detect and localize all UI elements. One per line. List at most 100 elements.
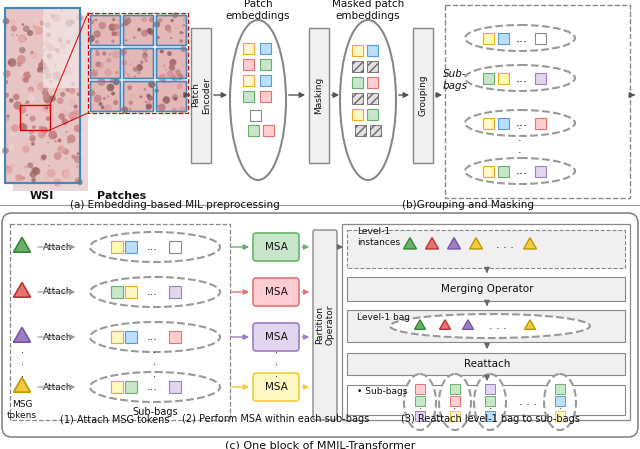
Text: .
.
.: . . .	[518, 121, 522, 154]
Bar	[367, 44, 378, 56]
Text: ...: ...	[147, 382, 157, 392]
Circle shape	[106, 58, 111, 63]
Circle shape	[177, 74, 184, 80]
Circle shape	[38, 22, 43, 27]
Circle shape	[97, 62, 104, 69]
Ellipse shape	[90, 232, 220, 262]
Bar	[485, 411, 495, 421]
Circle shape	[66, 88, 70, 92]
Circle shape	[10, 19, 16, 26]
Circle shape	[44, 133, 45, 135]
Circle shape	[127, 56, 129, 57]
Text: ...: ...	[516, 116, 528, 129]
Bar	[555, 411, 565, 421]
Bar	[156, 15, 186, 45]
Circle shape	[48, 165, 49, 167]
Circle shape	[123, 20, 129, 26]
Circle shape	[28, 86, 34, 92]
Text: . . .: . . .	[489, 321, 507, 331]
Circle shape	[92, 72, 97, 76]
Circle shape	[175, 26, 176, 28]
Polygon shape	[440, 320, 451, 330]
Bar	[534, 32, 545, 44]
Text: . . .: . . .	[519, 397, 537, 407]
Bar	[20, 105, 50, 130]
Circle shape	[66, 158, 67, 159]
Circle shape	[60, 110, 68, 118]
Bar	[123, 48, 153, 78]
Circle shape	[9, 98, 13, 103]
Circle shape	[44, 175, 49, 180]
Circle shape	[74, 156, 81, 163]
Bar	[90, 48, 120, 78]
Circle shape	[149, 17, 154, 22]
Bar	[450, 411, 460, 421]
Circle shape	[111, 40, 115, 43]
Bar	[347, 277, 625, 301]
Text: .
.
.: . . .	[275, 345, 278, 379]
Circle shape	[65, 29, 72, 35]
Circle shape	[24, 166, 28, 168]
Circle shape	[54, 64, 56, 66]
Circle shape	[33, 25, 36, 29]
Circle shape	[148, 29, 154, 35]
Circle shape	[90, 19, 94, 24]
Text: Level-1
instances: Level-1 instances	[357, 227, 400, 247]
Ellipse shape	[465, 25, 575, 51]
Text: MSA: MSA	[264, 242, 287, 252]
Circle shape	[121, 106, 129, 114]
Circle shape	[47, 93, 49, 96]
Circle shape	[112, 18, 115, 21]
Bar	[90, 81, 120, 111]
Circle shape	[172, 75, 176, 80]
Bar	[534, 72, 545, 84]
FancyBboxPatch shape	[253, 373, 299, 401]
Circle shape	[19, 123, 26, 130]
Circle shape	[54, 135, 57, 138]
Circle shape	[134, 75, 136, 78]
Circle shape	[154, 21, 160, 27]
Circle shape	[49, 13, 50, 14]
Bar	[483, 118, 493, 128]
Circle shape	[132, 66, 138, 72]
Circle shape	[37, 67, 43, 73]
Circle shape	[61, 122, 67, 128]
Circle shape	[113, 100, 118, 105]
Bar	[445, 5, 630, 198]
Circle shape	[28, 26, 30, 29]
Circle shape	[3, 70, 11, 78]
Circle shape	[13, 101, 22, 110]
Text: . . .: . . .	[496, 240, 514, 250]
Circle shape	[175, 70, 180, 75]
Circle shape	[98, 78, 106, 86]
Circle shape	[99, 22, 106, 29]
Text: Partition
Operator: Partition Operator	[316, 305, 335, 345]
Circle shape	[159, 74, 166, 81]
Circle shape	[170, 37, 172, 39]
Circle shape	[54, 140, 57, 143]
Text: (1) Attach MSG tokens: (1) Attach MSG tokens	[60, 414, 170, 424]
Circle shape	[65, 20, 72, 27]
Bar	[248, 124, 259, 136]
Bar	[450, 396, 460, 406]
Circle shape	[8, 61, 12, 64]
Polygon shape	[13, 282, 31, 297]
Circle shape	[29, 171, 36, 178]
Circle shape	[71, 154, 76, 159]
Circle shape	[116, 81, 118, 83]
Text: .
.
.: . . .	[20, 345, 24, 379]
Bar	[483, 166, 493, 176]
Circle shape	[69, 88, 76, 94]
Circle shape	[45, 22, 51, 28]
Bar	[485, 384, 495, 394]
Circle shape	[109, 23, 116, 31]
Circle shape	[23, 77, 29, 83]
Circle shape	[67, 142, 69, 143]
Circle shape	[127, 85, 132, 90]
Circle shape	[113, 78, 120, 85]
Bar	[123, 81, 153, 111]
Bar	[243, 75, 253, 85]
Bar	[367, 76, 378, 88]
Circle shape	[25, 38, 27, 40]
Bar	[156, 48, 186, 78]
